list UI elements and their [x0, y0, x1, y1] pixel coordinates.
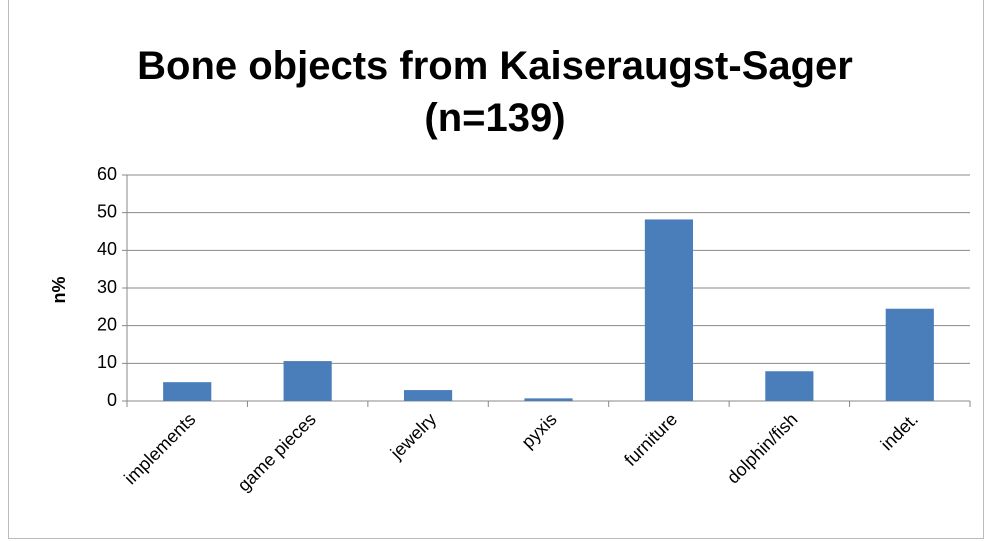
bar: [524, 398, 573, 401]
bar: [403, 390, 453, 401]
x-tick-label: implements: [120, 409, 199, 488]
y-tick-label: 60: [97, 164, 117, 184]
chart-title: Bone objects from Kaiseraugst-Sager (n=1…: [137, 44, 853, 140]
x-tick-label: game pieces: [234, 409, 320, 495]
x-tick-label: jewelry: [386, 409, 440, 463]
bar: [885, 308, 934, 401]
y-tick-label: 20: [97, 314, 117, 334]
bar: [283, 361, 332, 401]
y-tick-label: 30: [97, 277, 117, 297]
bar: [765, 371, 814, 401]
x-tick-label: dolphin/fish: [723, 409, 802, 488]
y-tick-label: 50: [97, 201, 117, 221]
bar: [644, 219, 694, 401]
y-tick-label: 0: [107, 390, 117, 410]
y-axis-label: n%: [49, 277, 69, 304]
chart-frame: [8, 0, 984, 539]
x-tick-label: indet.: [877, 409, 922, 454]
x-tick-label: furniture: [620, 409, 681, 470]
y-tick-label: 10: [97, 352, 117, 372]
x-tick-label: pyxis: [518, 409, 561, 452]
y-tick-label: 40: [97, 239, 117, 259]
bar: [163, 382, 212, 401]
